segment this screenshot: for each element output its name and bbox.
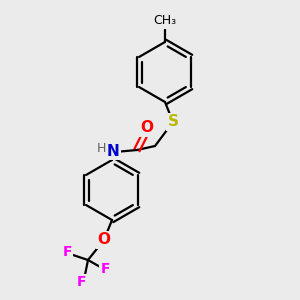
Text: O: O [98,232,110,247]
Text: F: F [77,275,87,289]
Text: N: N [106,143,119,158]
Text: S: S [167,115,178,130]
Text: F: F [100,262,110,276]
Text: H: H [96,142,106,155]
Text: O: O [140,121,154,136]
Text: F: F [62,245,72,259]
Text: CH₃: CH₃ [153,14,177,28]
